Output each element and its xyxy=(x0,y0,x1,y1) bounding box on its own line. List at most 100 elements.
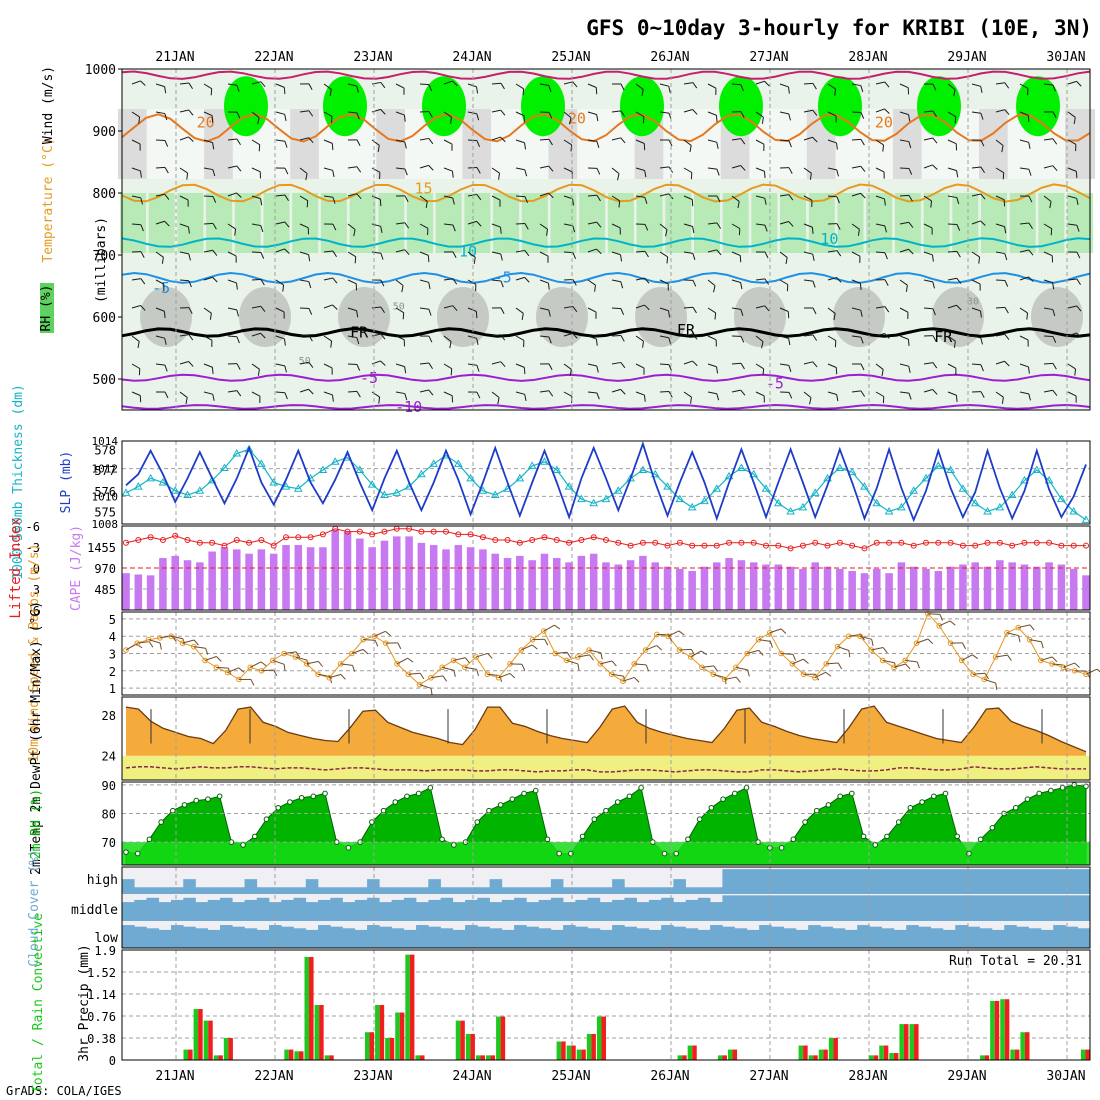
rh2m-marker xyxy=(989,824,996,831)
wind-barb-icon xyxy=(635,223,649,231)
wind-barb-icon xyxy=(408,672,425,680)
barb-flag xyxy=(331,367,333,375)
cloud-high-cell xyxy=(207,887,221,894)
barb-flag xyxy=(596,168,601,175)
wind-barb-icon xyxy=(827,363,838,375)
barb-flag xyxy=(188,361,194,367)
wind-barb-icon xyxy=(827,223,841,230)
barb-flag xyxy=(620,308,625,316)
wind-speed-marker xyxy=(1004,629,1010,636)
barb-staff xyxy=(371,81,381,85)
panel-frame xyxy=(121,525,1091,611)
lifted-index-marker xyxy=(1046,539,1053,546)
wind-barb-icon xyxy=(923,195,933,208)
barb-flag xyxy=(984,672,989,680)
thickness-marker xyxy=(318,465,328,474)
barb-flag xyxy=(259,396,261,403)
barb-flag xyxy=(450,368,453,376)
cloud-high-cell xyxy=(354,887,368,894)
barb-staff xyxy=(923,389,933,393)
cloud-middle-cell xyxy=(256,897,270,921)
barb-flag xyxy=(380,360,386,366)
barb-flag xyxy=(1001,145,1004,153)
barb-flag xyxy=(453,670,456,677)
wind-barb-icon xyxy=(755,139,765,151)
rh-cell xyxy=(866,193,893,253)
barb-staff xyxy=(227,223,236,230)
barb-staff xyxy=(1063,662,1075,668)
wind-barb-icon xyxy=(475,652,493,659)
barb-flag xyxy=(284,221,290,228)
wind-barb-icon xyxy=(498,672,516,679)
barb-flag xyxy=(949,620,956,626)
barb-staff xyxy=(563,332,573,337)
wind-barb-icon xyxy=(923,110,937,117)
barb-staff xyxy=(916,638,929,644)
lifted-index-marker xyxy=(467,531,474,538)
barb-staff xyxy=(827,111,837,117)
rh-colorbar-label: RH (%) xyxy=(39,285,54,332)
barb-staff xyxy=(923,362,933,365)
barb-staff xyxy=(899,111,909,116)
wind-barb-icon xyxy=(803,136,818,143)
wind-barb-icon xyxy=(781,653,797,661)
barb-flag xyxy=(402,312,405,320)
barb-flag xyxy=(404,222,410,229)
wind-barb-icon xyxy=(491,167,500,180)
precip-convective-bar xyxy=(994,1000,1000,1060)
barb-flag xyxy=(954,116,957,124)
barb-flag xyxy=(596,392,600,400)
cloud-middle-cell xyxy=(1028,895,1042,921)
barb-staff xyxy=(179,82,190,85)
barb-flag xyxy=(1028,142,1031,150)
barb-flag xyxy=(692,333,698,340)
precip-convective-bar xyxy=(288,1049,294,1060)
barb-staff xyxy=(827,335,837,341)
thickness-marker xyxy=(220,463,229,471)
barb-staff xyxy=(323,139,333,144)
precip-total-bar xyxy=(586,1033,592,1060)
barb-flag xyxy=(356,85,359,93)
barb-flag xyxy=(137,341,140,349)
contour-label: 20 xyxy=(875,113,893,131)
rh-cell xyxy=(175,109,206,179)
barb-flag xyxy=(403,88,405,95)
barb-staff xyxy=(731,223,741,229)
barb-staff xyxy=(299,388,309,393)
isotherm-25 xyxy=(121,70,1091,80)
barb-flag xyxy=(354,256,357,264)
rh2m-marker xyxy=(251,833,258,840)
barb-flag xyxy=(716,366,719,374)
barb-flag xyxy=(962,642,967,650)
wind-barb-icon xyxy=(251,167,262,179)
barb-flag xyxy=(188,82,193,89)
barb-staff xyxy=(443,363,452,370)
barb-flag xyxy=(500,136,506,143)
lifted-index-marker xyxy=(701,542,708,549)
cloud-middle-cell xyxy=(1016,895,1030,921)
cloud-high-cell xyxy=(158,887,172,894)
barb-flag xyxy=(931,227,933,235)
cloud-low-cell xyxy=(379,926,392,948)
barb-staff xyxy=(851,251,861,257)
wind-barb-icon xyxy=(1067,363,1077,376)
barb-staff xyxy=(1019,139,1029,143)
barb-staff xyxy=(971,335,981,339)
rh2m-marker xyxy=(790,836,797,843)
thickness-marker xyxy=(786,507,795,515)
rh-cell xyxy=(778,109,809,179)
barb-flag xyxy=(380,306,385,313)
barb-staff xyxy=(419,684,432,689)
barb-staff xyxy=(635,304,645,309)
barb-staff xyxy=(179,109,189,113)
thickness-marker xyxy=(133,482,143,490)
barb-flag xyxy=(916,661,920,669)
wind-barb-icon xyxy=(347,223,356,237)
wind-barb-icon xyxy=(645,645,663,651)
barb-staff xyxy=(563,195,573,200)
cape-bar xyxy=(1082,575,1090,610)
wind-barb-icon xyxy=(467,279,477,292)
barb-staff xyxy=(779,83,789,88)
cloud-high-cell xyxy=(710,887,723,894)
cloud-middle-cell xyxy=(844,895,858,921)
